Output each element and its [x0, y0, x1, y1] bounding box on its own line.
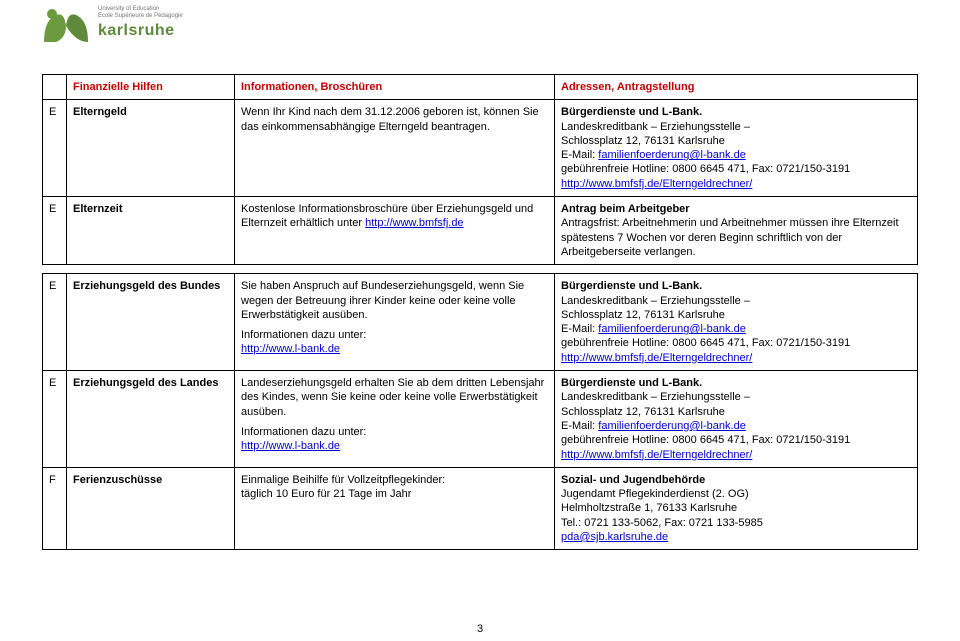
row-address: Bürgerdienste und L-Bank.Landeskreditban… — [555, 100, 918, 197]
table-row: EElterngeldWenn Ihr Kind nach dem 31.12.… — [43, 100, 918, 197]
table-row: EErziehungsgeld des BundesSie haben Ansp… — [43, 274, 918, 371]
row-address: Sozial- und JugendbehördeJugendamt Pfleg… — [555, 467, 918, 549]
institution-line-2: Ecole Supérieure de Pédagogie — [98, 13, 183, 20]
table-lower: EErziehungsgeld des BundesSie haben Ansp… — [42, 273, 918, 550]
row-name: Elternzeit — [67, 197, 235, 265]
hyperlink[interactable]: familienfoerderung@l-bank.de — [598, 420, 746, 432]
row-info: Wenn Ihr Kind nach dem 31.12.2006 gebore… — [235, 100, 555, 197]
bold-text: Sozial- und Jugendbehörde — [561, 474, 705, 486]
page-number: 3 — [0, 623, 960, 635]
document-header: University of Education Ecole Supérieure… — [0, 0, 960, 74]
row-name: Ferienzuschüsse — [67, 467, 235, 549]
header-blank — [43, 75, 67, 100]
table-row: EErziehungsgeld des LandesLandeserziehun… — [43, 371, 918, 468]
bold-text: Antrag beim Arbeitgeber — [561, 203, 690, 215]
row-letter: E — [43, 274, 67, 371]
hyperlink[interactable]: familienfoerderung@l-bank.de — [598, 149, 746, 161]
row-letter: E — [43, 371, 67, 468]
table-upper: Finanzielle Hilfen Informationen, Brosch… — [42, 74, 918, 265]
table-row: EElternzeitKostenlose Informationsbrosch… — [43, 197, 918, 265]
row-letter: F — [43, 467, 67, 549]
row-info: Kostenlose Informationsbroschüre über Er… — [235, 197, 555, 265]
bold-text: Bürgerdienste und L-Bank. — [561, 106, 702, 118]
row-info: Landeserziehungsgeld erhalten Sie ab dem… — [235, 371, 555, 468]
row-info: Einmalige Beihilfe für Vollzeitpflegekin… — [235, 467, 555, 549]
hyperlink[interactable]: familienfoerderung@l-bank.de — [598, 323, 746, 335]
row-name: Erziehungsgeld des Landes — [67, 371, 235, 468]
logo-text: University of Education Ecole Supérieure… — [98, 6, 183, 40]
hyperlink[interactable]: http://www.bmfsfj.de — [365, 217, 463, 229]
bold-text: Bürgerdienste und L-Bank. — [561, 280, 702, 292]
hyperlink[interactable]: http://www.l-bank.de — [241, 440, 340, 452]
header-adressen: Adressen, Antragstellung — [555, 75, 918, 100]
header-hilfen: Finanzielle Hilfen — [67, 75, 235, 100]
row-letter: E — [43, 100, 67, 197]
table-row: FFerienzuschüsseEinmalige Beihilfe für V… — [43, 467, 918, 549]
hyperlink[interactable]: http://www.bmfsfj.de/Elterngeldrechner/ — [561, 178, 752, 190]
table-header-row: Finanzielle Hilfen Informationen, Brosch… — [43, 75, 918, 100]
institution-brand: karlsruhe — [98, 22, 183, 40]
bold-text: Bürgerdienste und L-Bank. — [561, 377, 702, 389]
row-name: Erziehungsgeld des Bundes — [67, 274, 235, 371]
institution-line-1: University of Education — [98, 6, 183, 13]
logo-mark — [42, 6, 90, 46]
row-address: Antrag beim ArbeitgeberAntragsfrist: Arb… — [555, 197, 918, 265]
logo: University of Education Ecole Supérieure… — [42, 6, 183, 46]
hyperlink[interactable]: http://www.bmfsfj.de/Elterngeldrechner/ — [561, 449, 752, 461]
row-name: Elterngeld — [67, 100, 235, 197]
header-info: Informationen, Broschüren — [235, 75, 555, 100]
hyperlink[interactable]: pda@sjb.karlsruhe.de — [561, 531, 668, 543]
page-body: Finanzielle Hilfen Informationen, Brosch… — [0, 74, 960, 550]
row-info: Sie haben Anspruch auf Bundeserziehungsg… — [235, 274, 555, 371]
hyperlink[interactable]: http://www.bmfsfj.de/Elterngeldrechner/ — [561, 352, 752, 364]
row-address: Bürgerdienste und L-Bank.Landeskreditban… — [555, 274, 918, 371]
row-letter: E — [43, 197, 67, 265]
row-address: Bürgerdienste und L-Bank.Landeskreditban… — [555, 371, 918, 468]
hyperlink[interactable]: http://www.l-bank.de — [241, 343, 340, 355]
